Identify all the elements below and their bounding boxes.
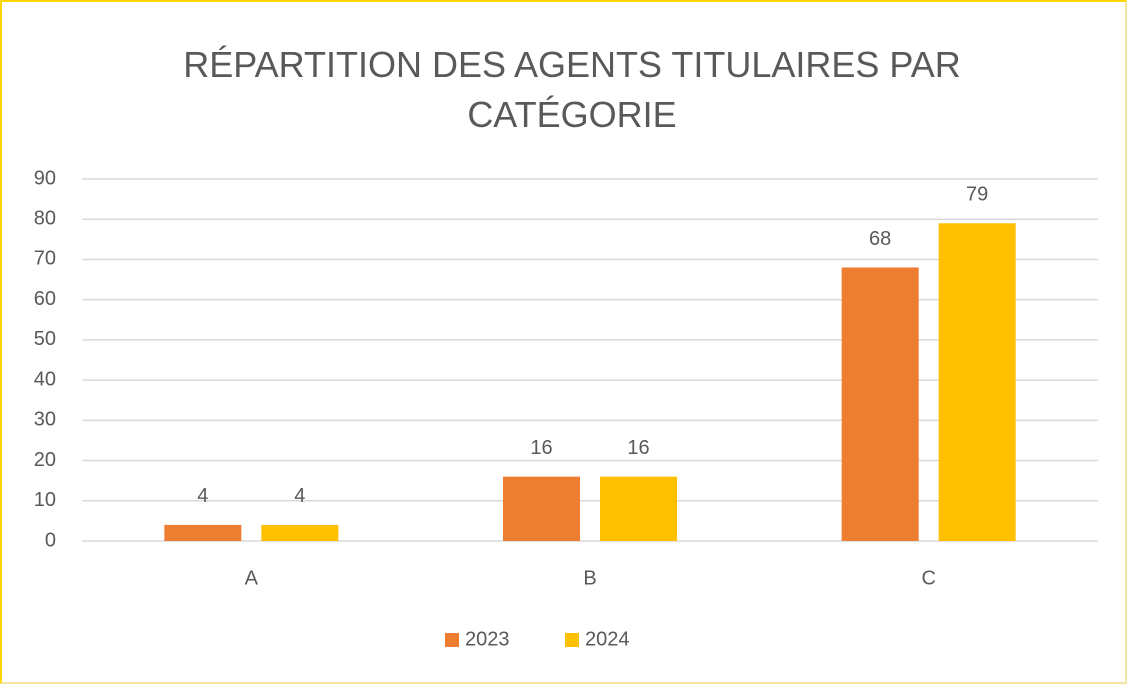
y-tick-label: 20 [34, 449, 56, 471]
bar [164, 524, 242, 541]
y-tick-label: 0 [45, 529, 56, 551]
data-label: 4 [197, 485, 208, 507]
x-tick-label: C [921, 567, 935, 589]
y-tick-label: 60 [34, 288, 56, 310]
bar [938, 223, 1016, 541]
y-tick-label: 90 [34, 167, 56, 189]
y-tick-label: 40 [34, 368, 56, 390]
bar [261, 524, 339, 541]
y-tick-label: 70 [34, 248, 56, 270]
legend-swatch [565, 633, 579, 647]
x-tick-label: B [583, 567, 596, 589]
legend-label: 2024 [585, 628, 630, 650]
y-tick-label: 30 [34, 409, 56, 431]
data-label: 16 [627, 437, 649, 459]
data-label: 68 [869, 228, 891, 250]
data-label: 16 [530, 437, 552, 459]
y-tick-label: 10 [34, 489, 56, 511]
data-label: 4 [294, 485, 305, 507]
y-tick-label: 50 [34, 328, 56, 350]
bar [841, 267, 919, 541]
data-label: 79 [966, 184, 988, 206]
bar [600, 476, 677, 541]
legend-label: 2023 [465, 628, 510, 650]
chart-title: RÉPARTITION DES AGENTS TITULAIRES PAR CA… [183, 44, 961, 135]
y-tick-label: 80 [34, 208, 56, 230]
legend-swatch [445, 633, 459, 647]
bar [503, 476, 580, 541]
x-tick-label: A [245, 567, 259, 589]
